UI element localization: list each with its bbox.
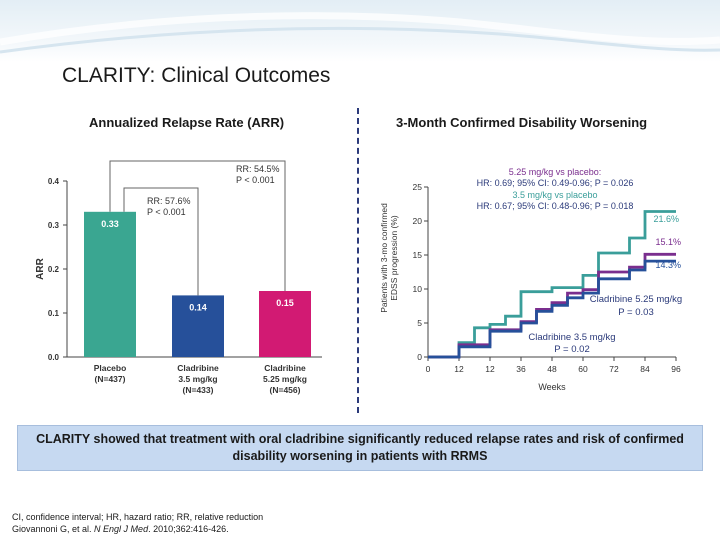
bar-y-axis-label: ARR	[35, 257, 46, 279]
arr-chart-subtitle: Annualized Relapse Rate (ARR)	[89, 115, 285, 130]
line-x-tick-label: 48	[547, 364, 557, 374]
line-y-tick-label: 0	[417, 352, 422, 362]
line-y-tick-label: 15	[413, 250, 423, 260]
line-x-tick-label: 72	[609, 364, 619, 374]
end-label-525: 15.1%	[655, 237, 681, 247]
footnote-reference: Giovannoni G, et al. N Engl J Med. 2010;…	[12, 523, 263, 535]
line-y-tick-label: 25	[413, 182, 423, 192]
bar-category-label: Cladribine	[177, 363, 219, 373]
bar-category-label: 3.5 mg/kg	[178, 374, 217, 384]
line-y-axis-label: EDSS progression (%)	[389, 215, 399, 301]
bar-y-tick-label: 0.0	[48, 353, 60, 362]
line-y-tick-label: 5	[417, 318, 422, 328]
bar-category-label: Cladribine	[264, 363, 306, 373]
bar-1	[172, 295, 224, 357]
reference-journal: N Engl J Med	[94, 524, 149, 534]
top-band	[0, 0, 720, 62]
hr-annotation-35: HR: 0.67; 95% CI: 0.48-0.96; P = 0.018	[477, 201, 634, 211]
line-x-tick-label: 0	[426, 364, 431, 374]
header-wave-decoration	[0, 12, 720, 54]
bar-category-label: (N=437)	[95, 374, 126, 384]
chart-divider	[357, 108, 359, 413]
end-label-placebo: 21.6%	[653, 214, 679, 224]
rr-annotation-35: RR: 57.6%	[147, 196, 191, 206]
summary-banner-text: CLARITY showed that treatment with oral …	[36, 432, 684, 463]
series-label-525: P = 0.03	[618, 307, 653, 318]
rr-annotation-525: RR: 54.5%	[236, 164, 280, 174]
hr-annotation-525: HR: 0.69; 95% CI: 0.49-0.96; P = 0.026	[477, 178, 634, 188]
bracket-placebo-vs-35	[123, 187, 199, 296]
bracket-placebo-vs-525	[109, 160, 286, 291]
line-x-tick-label: 12	[485, 364, 495, 374]
line-x-tick-label: 60	[578, 364, 588, 374]
bar-y-tick-label: 0.1	[48, 309, 60, 318]
series-line-0	[428, 210, 676, 359]
line-x-tick-label: 12	[454, 364, 464, 374]
line-x-axis-label: Weeks	[538, 382, 566, 392]
series-line-2	[428, 259, 676, 359]
end-label-35: 14.3%	[655, 260, 681, 270]
bar-0	[84, 211, 136, 357]
series-label-525: Cladribine 5.25 mg/kg	[590, 294, 682, 305]
disability-chart-subtitle: 3-Month Confirmed Disability Worsening	[396, 115, 648, 130]
slide-title: CLARITY: Clinical Outcomes	[62, 64, 331, 87]
hr-annotation-35: 3.5 mg/kg vs placebo	[512, 190, 597, 200]
rr-annotation-35: P < 0.001	[147, 207, 186, 217]
summary-banner: CLARITY showed that treatment with oral …	[17, 425, 703, 471]
bar-category-label: (N=433)	[183, 385, 214, 395]
bar-value-label: 0.33	[101, 219, 119, 229]
arr-bar-chart: 0.0 0.1 0.2 0.3 0.4 ARR 0.33 Placebo(N=437) 0.14…	[35, 160, 322, 395]
bar-category-label: Placebo	[94, 363, 127, 373]
footnote: CI, confidence interval; HR, hazard rati…	[12, 511, 263, 535]
bar-2	[259, 291, 311, 357]
line-y-tick-label: 10	[413, 284, 423, 294]
rr-annotation-525: P < 0.001	[236, 175, 275, 185]
bar-y-tick-label: 0.4	[48, 177, 60, 186]
bar-value-label: 0.14	[189, 302, 207, 312]
hr-annotation-525: 5.25 mg/kg vs placebo:	[509, 167, 602, 177]
line-x-tick-label: 96	[671, 364, 681, 374]
reference-citation: . 2010;362:416-426.	[148, 524, 229, 534]
series-label-35: P = 0.02	[554, 344, 589, 355]
footnote-abbreviations: CI, confidence interval; HR, hazard rati…	[12, 512, 264, 522]
line-x-tick-label: 36	[516, 364, 526, 374]
bar-y-tick-label: 0.2	[48, 265, 60, 274]
bar-category-label: 5.25 mg/kg	[263, 374, 307, 384]
cdw-line-chart: 0 5 10 15 20 25 0 12 12 36 48 60 72 84 96 Weeks Patients…	[379, 167, 682, 392]
line-y-axis-label: Patients with 3-mo confirmed	[379, 203, 389, 313]
line-y-tick-label: 20	[413, 216, 423, 226]
bar-y-tick-label: 0.3	[48, 221, 60, 230]
series-label-35: Cladribine 3.5 mg/kg	[528, 332, 615, 343]
reference-authors: Giovannoni G, et al.	[12, 524, 95, 534]
bar-value-label: 0.15	[276, 298, 294, 308]
line-x-tick-label: 84	[640, 364, 650, 374]
bar-category-label: (N=456)	[270, 385, 301, 395]
